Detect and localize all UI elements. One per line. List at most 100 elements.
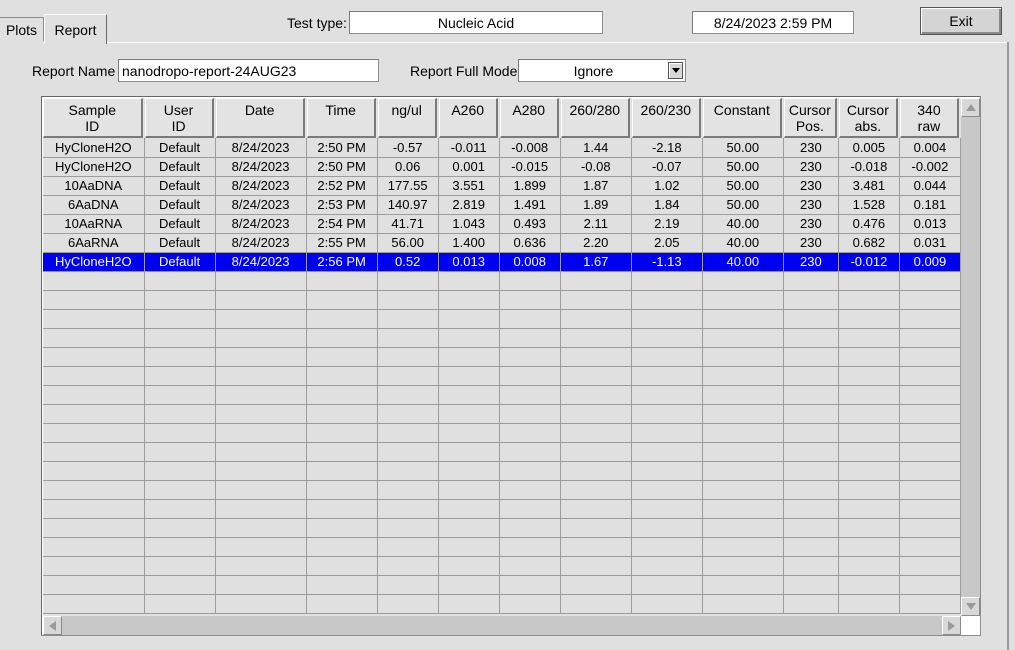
table-cell xyxy=(838,328,900,348)
empty-table-row[interactable] xyxy=(43,480,961,500)
column-header-label: Sample ID xyxy=(43,98,143,138)
table-cell xyxy=(306,499,378,519)
empty-table-row[interactable] xyxy=(43,518,961,538)
scroll-left-icon[interactable] xyxy=(43,616,62,635)
horizontal-scrollbar[interactable] xyxy=(43,616,961,635)
table-cell: -0.07 xyxy=(631,157,703,177)
table-cell xyxy=(560,442,632,462)
table-cell: -1.13 xyxy=(631,252,703,272)
table-cell xyxy=(783,461,839,481)
report-name-label: Report Name xyxy=(32,63,116,79)
table-cell xyxy=(783,575,839,595)
report-name-input[interactable]: nanodropo-report-24AUG23 xyxy=(118,59,379,82)
table-row[interactable]: HyCloneH2O Default 8/24/2023 2:56 PM 0.52 0.0… xyxy=(43,252,961,272)
column-header[interactable]: 260/280 xyxy=(560,98,632,138)
table-cell: Default xyxy=(144,252,216,272)
empty-table-row[interactable] xyxy=(43,537,961,557)
table-cell xyxy=(438,271,500,291)
empty-table-row[interactable] xyxy=(43,271,961,291)
column-header[interactable]: Constant xyxy=(702,98,784,138)
empty-table-row[interactable] xyxy=(43,385,961,405)
table-cell: 8/24/2023 xyxy=(215,176,307,196)
table-cell xyxy=(144,537,216,557)
table-row[interactable]: 10AaDNA Default 8/24/2023 2:52 PM 177.55 3.55… xyxy=(43,176,961,196)
empty-table-row[interactable] xyxy=(43,594,961,614)
empty-table-row[interactable] xyxy=(43,575,961,595)
empty-table-row[interactable] xyxy=(43,347,961,367)
chevron-down-icon[interactable] xyxy=(668,62,683,79)
column-header[interactable]: User ID xyxy=(144,98,216,138)
table-cell: 0.008 xyxy=(499,252,561,272)
table-cell xyxy=(899,290,961,310)
empty-table-row[interactable] xyxy=(43,499,961,519)
table-cell: 10AaDNA xyxy=(43,176,145,196)
table-cell: 1.043 xyxy=(438,214,500,234)
table-cell xyxy=(215,404,307,424)
table-cell xyxy=(438,442,500,462)
table-cell xyxy=(899,499,961,519)
empty-table-row[interactable] xyxy=(43,366,961,386)
exit-button[interactable]: Exit xyxy=(920,7,1002,35)
table-cell: 8/24/2023 xyxy=(215,214,307,234)
table-cell: 2.20 xyxy=(560,233,632,253)
table-row[interactable]: HyCloneH2O Default 8/24/2023 2:50 PM -0.57 -0… xyxy=(43,138,961,158)
empty-table-row[interactable] xyxy=(43,404,961,424)
table-cell: Default xyxy=(144,233,216,253)
report-full-mode-select[interactable]: Ignore xyxy=(518,59,686,82)
table-cell xyxy=(899,442,961,462)
table-cell xyxy=(215,309,307,329)
table-cell xyxy=(560,461,632,481)
column-header[interactable]: A260 xyxy=(438,98,500,138)
table-cell xyxy=(144,461,216,481)
table-cell xyxy=(144,575,216,595)
table-cell xyxy=(631,442,703,462)
table-row[interactable]: 10AaRNA Default 8/24/2023 2:54 PM 41.71 1.043… xyxy=(43,214,961,234)
tab-report[interactable]: Report xyxy=(44,14,107,44)
column-header[interactable]: A280 xyxy=(499,98,561,138)
table-row[interactable]: HyCloneH2O Default 8/24/2023 2:50 PM 0.06 0.0… xyxy=(43,157,961,177)
table-cell xyxy=(838,271,900,291)
scroll-up-icon[interactable] xyxy=(961,98,980,117)
table-cell xyxy=(702,290,784,310)
column-header[interactable]: Cursor abs. xyxy=(838,98,900,138)
empty-table-row[interactable] xyxy=(43,290,961,310)
tab-plots[interactable]: Plots xyxy=(0,17,44,41)
table-row[interactable]: 6AaDNA Default 8/24/2023 2:53 PM 140.97 2.819… xyxy=(43,195,961,215)
table-cell xyxy=(631,575,703,595)
table-cell xyxy=(144,309,216,329)
empty-table-row[interactable] xyxy=(43,328,961,348)
scroll-right-icon[interactable] xyxy=(942,616,961,635)
table-cell: -0.015 xyxy=(499,157,561,177)
table-row[interactable]: 6AaRNA Default 8/24/2023 2:55 PM 56.00 1.400 0… xyxy=(43,233,961,253)
empty-table-row[interactable] xyxy=(43,556,961,576)
table-cell xyxy=(377,271,439,291)
empty-table-row[interactable] xyxy=(43,309,961,329)
table-cell: 0.181 xyxy=(899,195,961,215)
table-cell xyxy=(306,556,378,576)
scroll-down-icon[interactable] xyxy=(961,597,980,616)
vertical-scrollbar[interactable] xyxy=(961,98,980,616)
table-cell xyxy=(899,423,961,443)
table-cell xyxy=(560,290,632,310)
table-cell xyxy=(438,385,500,405)
column-header[interactable]: 260/230 xyxy=(631,98,703,138)
table-cell: 177.55 xyxy=(377,176,439,196)
empty-table-row[interactable] xyxy=(43,442,961,462)
column-header[interactable]: Time xyxy=(306,98,378,138)
column-header[interactable]: 340 raw xyxy=(899,98,961,138)
table-cell xyxy=(144,518,216,538)
table-cell xyxy=(560,366,632,386)
table-cell xyxy=(43,499,145,519)
column-header[interactable]: Cursor Pos. xyxy=(783,98,839,138)
table-cell xyxy=(306,480,378,500)
empty-table-row[interactable] xyxy=(43,423,961,443)
table-cell xyxy=(438,404,500,424)
table-cell: 1.02 xyxy=(631,176,703,196)
table-cell: 0.636 xyxy=(499,233,561,253)
table-cell xyxy=(783,442,839,462)
column-header[interactable]: Sample ID xyxy=(43,98,145,138)
column-header[interactable]: Date xyxy=(215,98,307,138)
column-header[interactable]: ng/ul xyxy=(377,98,439,138)
table-cell xyxy=(560,594,632,614)
empty-table-row[interactable] xyxy=(43,461,961,481)
